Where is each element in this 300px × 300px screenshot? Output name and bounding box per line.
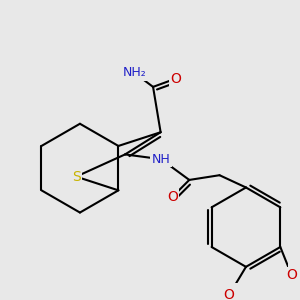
Text: O: O [224, 288, 234, 300]
Text: NH: NH [152, 153, 170, 166]
Text: S: S [72, 169, 80, 184]
Text: O: O [170, 72, 181, 86]
Text: NH₂: NH₂ [122, 66, 146, 79]
Text: O: O [167, 190, 178, 204]
Text: O: O [286, 268, 297, 282]
